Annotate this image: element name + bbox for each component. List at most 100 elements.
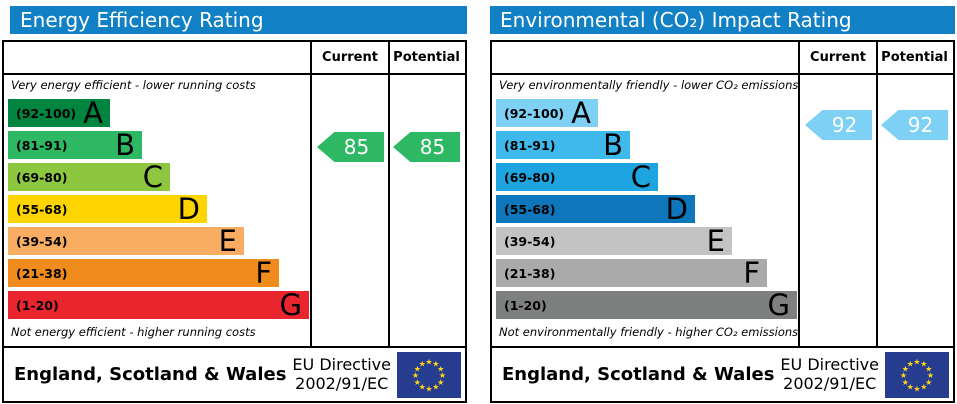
band-range-label: (69-80) xyxy=(16,169,68,185)
svg-text:★: ★ xyxy=(425,357,432,366)
band-range-label: (92-100) xyxy=(16,105,77,121)
eu-directive-line1: EU Directive xyxy=(292,355,391,375)
band-range-label: (55-68) xyxy=(16,201,68,217)
band-range-label: (81-91) xyxy=(504,137,556,153)
rating-table: Current Potential Very environmentally f… xyxy=(490,40,955,403)
eu-directive-label: EU Directive 2002/91/EC xyxy=(292,355,391,393)
band-letter: A xyxy=(83,96,103,130)
svg-text:★: ★ xyxy=(412,371,419,380)
energy-efficiency-panel: Energy Efficiency Rating Current Potenti… xyxy=(2,6,467,403)
band-letter: G xyxy=(279,288,302,322)
svg-text:★: ★ xyxy=(425,384,432,393)
panel-footer: England, Scotland & Wales EU Directive 2… xyxy=(4,348,465,401)
bottom-caption: Not energy efficient - higher running co… xyxy=(11,325,256,339)
eu-directive-line1: EU Directive xyxy=(780,355,879,375)
band-row-e: (39-54) E xyxy=(8,224,244,258)
svg-text:★: ★ xyxy=(907,359,914,368)
svg-text:★: ★ xyxy=(907,382,914,391)
band-row-g: (1-20) G xyxy=(8,288,309,322)
svg-text:★: ★ xyxy=(927,371,934,380)
band-range-label: (81-91) xyxy=(16,137,68,153)
panel-title: Energy Efficiency Rating xyxy=(10,6,467,34)
svg-text:★: ★ xyxy=(900,371,907,380)
band-range-label: (1-20) xyxy=(16,297,59,313)
current-rating-arrow: 92 xyxy=(805,110,872,140)
svg-text:★: ★ xyxy=(913,357,920,366)
svg-text:★: ★ xyxy=(902,377,909,386)
region-label: England, Scotland & Wales xyxy=(14,364,287,385)
band-row-c: (69-80) C xyxy=(8,160,170,194)
current-rating-arrow: 85 xyxy=(317,132,384,162)
svg-text:★: ★ xyxy=(439,371,446,380)
footer-divider xyxy=(4,346,465,348)
panel-footer: England, Scotland & Wales EU Directive 2… xyxy=(492,348,953,401)
panel-title: Environmental (CO₂) Impact Rating xyxy=(490,6,955,34)
band-letter: G xyxy=(767,288,790,322)
rating-table: Current Potential Very energy efficient … xyxy=(2,40,467,403)
region-label: England, Scotland & Wales xyxy=(502,364,775,385)
header-divider xyxy=(492,73,953,75)
svg-text:★: ★ xyxy=(437,364,444,373)
band-row-f: (21-38) F xyxy=(8,256,279,290)
column-divider xyxy=(876,42,878,348)
svg-text:★: ★ xyxy=(414,364,421,373)
svg-text:★: ★ xyxy=(925,377,932,386)
band-range-label: (69-80) xyxy=(504,169,556,185)
svg-text:★: ★ xyxy=(913,384,920,393)
eu-directive-line2: 2002/91/EC xyxy=(295,373,389,393)
band-row-a: (92-100) A xyxy=(8,96,110,130)
column-divider xyxy=(388,42,390,348)
top-caption: Very energy efficient - lower running co… xyxy=(11,78,256,92)
band-letter: F xyxy=(255,256,272,290)
band-row-c: (69-80) C xyxy=(496,160,658,194)
band-row-a: (92-100) A xyxy=(496,96,598,130)
potential-column-header: Potential xyxy=(393,50,460,65)
band-range-label: (92-100) xyxy=(504,105,565,121)
svg-text:★: ★ xyxy=(432,382,439,391)
svg-text:★: ★ xyxy=(925,364,932,373)
band-letter: B xyxy=(115,128,135,162)
band-row-e: (39-54) E xyxy=(496,227,732,256)
column-divider xyxy=(798,42,800,348)
band-row-d: (55-68) D xyxy=(496,192,695,226)
band-range-label: (39-54) xyxy=(16,233,68,249)
band-range-label: (1-20) xyxy=(504,297,547,313)
band-row-b: (81-91) B xyxy=(496,131,630,160)
bottom-caption: Not environmentally friendly - higher CO… xyxy=(499,325,799,339)
band-letter: A xyxy=(571,96,591,130)
current-column-header: Current xyxy=(810,50,866,65)
header-divider xyxy=(4,73,465,75)
footer-divider xyxy=(492,346,953,348)
svg-text:★: ★ xyxy=(419,359,426,368)
svg-text:★: ★ xyxy=(432,359,439,368)
band-letter: F xyxy=(743,256,760,290)
svg-text:★: ★ xyxy=(437,377,444,386)
environmental-impact-panel: Environmental (CO₂) Impact Rating Curren… xyxy=(490,6,955,403)
potential-rating-arrow: 92 xyxy=(881,110,948,140)
band-range-label: (55-68) xyxy=(504,201,556,217)
svg-text:★: ★ xyxy=(419,382,426,391)
svg-text:★: ★ xyxy=(414,377,421,386)
band-letter: C xyxy=(142,160,163,194)
band-letter: C xyxy=(630,160,651,194)
svg-text:★: ★ xyxy=(920,382,927,391)
column-divider xyxy=(310,42,312,348)
eu-directive-label: EU Directive 2002/91/EC xyxy=(780,355,879,393)
eu-flag-icon: ★ ★ ★★ ★★ ★★ ★★ ★★ xyxy=(397,351,461,398)
potential-rating-arrow: 85 xyxy=(393,132,460,162)
eu-directive-line2: 2002/91/EC xyxy=(783,373,877,393)
band-range-label: (39-54) xyxy=(504,233,556,249)
top-caption: Very environmentally friendly - lower CO… xyxy=(499,78,799,92)
band-row-d: (55-68) D xyxy=(8,192,207,226)
band-range-label: (21-38) xyxy=(16,265,68,281)
band-row-b: (81-91) B xyxy=(8,128,142,162)
band-letter: D xyxy=(665,192,688,226)
current-column-header: Current xyxy=(322,50,378,65)
band-letter: D xyxy=(177,192,200,226)
band-row-f: (21-38) F xyxy=(496,256,767,290)
eu-flag-icon: ★ ★ ★★ ★★ ★★ ★★ ★★ xyxy=(885,351,949,398)
band-letter: E xyxy=(218,224,237,258)
svg-text:★: ★ xyxy=(920,359,927,368)
band-range-label: (21-38) xyxy=(504,265,556,281)
